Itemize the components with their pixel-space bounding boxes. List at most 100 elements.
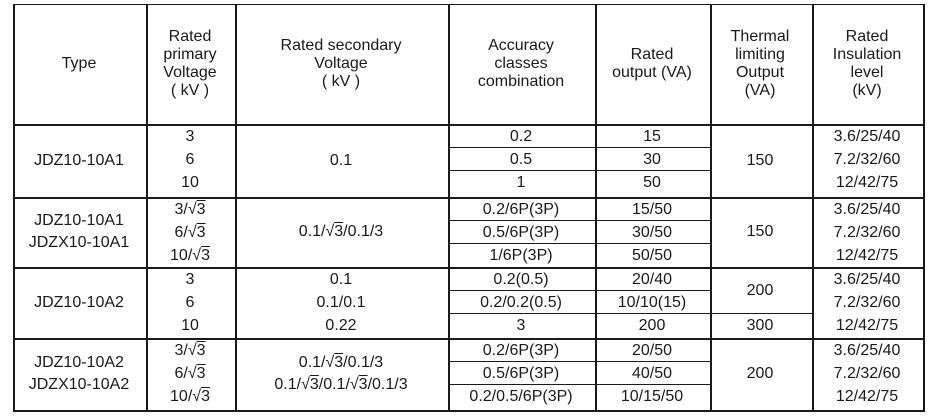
- thermal-output: 300: [746, 316, 774, 334]
- insulation-level: 12/42/75: [835, 316, 899, 334]
- insulation-level: 12/42/75: [835, 173, 899, 191]
- thermal-output: 200: [746, 365, 774, 382]
- insulation-level: 3.6/25/40: [833, 200, 901, 218]
- group-border: [13, 197, 923, 199]
- accuracy-class: 0.5: [509, 150, 533, 168]
- insulation-level: 3.6/25/40: [833, 270, 901, 288]
- sub-row-border: [448, 290, 710, 291]
- primary-voltage: 3: [185, 270, 195, 288]
- header-accuracy-line: classes: [494, 55, 548, 72]
- header-output-line: Rated: [630, 46, 674, 63]
- sqrt-radicand: 3: [196, 200, 206, 218]
- header-insulation-line: level: [850, 64, 884, 81]
- column-border: [812, 4, 814, 412]
- sub-row-border: [710, 313, 812, 314]
- insulation-level: 12/42/75: [835, 246, 899, 264]
- accuracy-class: 0.2/6P(3P): [482, 200, 560, 218]
- text-part: /0.1/: [318, 376, 350, 393]
- column-border: [595, 4, 597, 412]
- accuracy-class: 1/6P(3P): [489, 246, 553, 264]
- accuracy-class: 3: [516, 316, 526, 334]
- secondary-voltage: 0.22: [325, 316, 357, 334]
- header-insulation-line: (kV): [852, 82, 882, 99]
- rated-output: 20/40: [631, 270, 673, 288]
- primary-voltage: 10/√3: [170, 388, 210, 406]
- header-insulation: Rated Insulation level (kV): [833, 28, 902, 100]
- secondary-voltage: 0.1: [329, 151, 353, 169]
- header-primary-voltage-line: Rated: [168, 28, 212, 45]
- secondary-voltage: 0.1/√3/0.1/√3/0.1/3: [274, 376, 407, 394]
- sqrt-symbol: √: [192, 387, 202, 405]
- sqrt-symbol: √: [325, 223, 335, 240]
- type-label: JDZ10-10A2: [34, 354, 124, 371]
- text-part: 0.1/: [274, 376, 302, 393]
- text-part: 3/: [174, 341, 188, 359]
- text-part: 6/: [174, 223, 188, 241]
- accuracy-class: 1: [516, 173, 526, 191]
- header-thermal-line: limiting: [735, 46, 785, 63]
- insulation-level: 7.2/32/60: [833, 223, 901, 241]
- sqrt-symbol: √: [325, 354, 335, 371]
- sqrt-radicand: 3: [358, 376, 368, 393]
- header-accuracy-line: Accuracy: [488, 37, 554, 54]
- header-secondary-voltage-line: Rated secondary: [280, 37, 402, 54]
- type-label: JDZ10-10A1: [34, 212, 124, 229]
- primary-voltage: 3/√3: [174, 342, 205, 360]
- rated-output: 20/50: [631, 341, 673, 359]
- primary-voltage: 10/√3: [170, 247, 210, 265]
- header-thermal-line: Thermal: [730, 28, 790, 45]
- insulation-level: 3.6/25/40: [833, 341, 901, 359]
- header-output-line: output (VA): [612, 64, 692, 81]
- sqrt-radicand: 3: [196, 223, 206, 241]
- sqrt-radicand: 3: [334, 354, 344, 371]
- accuracy-class: 0.2/6P(3P): [482, 341, 560, 359]
- column-border: [146, 4, 148, 412]
- rated-output: 15: [643, 127, 661, 145]
- insulation-level: 7.2/32/60: [833, 293, 901, 311]
- accuracy-class: 0.5/6P(3P): [482, 364, 560, 382]
- sqrt-symbol: √: [187, 200, 197, 218]
- rated-output: 40/50: [631, 364, 673, 382]
- text-part: /0.1/3: [343, 354, 384, 371]
- rated-output: 10/15/50: [620, 387, 684, 405]
- insulation-level: 3.6/25/40: [833, 127, 901, 145]
- header-insulation-line: Rated: [845, 28, 889, 45]
- sqrt-radicand: 3: [201, 246, 210, 264]
- insulation-level: 12/42/75: [835, 387, 899, 405]
- header-bottom-border: [13, 124, 923, 126]
- rated-output: 15/50: [631, 200, 673, 218]
- accuracy-class: 0.2: [509, 127, 533, 145]
- thermal-output: 150: [746, 223, 774, 240]
- header-primary-voltage-line: Voltage: [163, 64, 217, 81]
- primary-voltage: 6/√3: [174, 224, 205, 242]
- header-thermal: Thermal limiting Output (VA): [731, 28, 790, 100]
- primary-voltage: 10: [181, 316, 199, 334]
- column-border: [923, 4, 925, 412]
- type-label: JDZX10-10A1: [28, 234, 130, 251]
- secondary-voltage: 0.1/√3/0.1/3: [299, 354, 383, 372]
- text-part: 0.1/: [298, 223, 326, 240]
- text-part: /0.1/3: [367, 376, 408, 393]
- insulation-level: 7.2/32/60: [833, 150, 901, 168]
- primary-voltage: 10: [181, 173, 199, 191]
- sqrt-radicand: 3: [334, 223, 344, 240]
- sub-row-border: [448, 243, 710, 244]
- sub-row-border: [448, 220, 710, 221]
- header-accuracy: Accuracy classes combination: [478, 37, 564, 91]
- group-border: [13, 338, 923, 340]
- text-part: 3/: [174, 200, 188, 218]
- sqrt-radicand: 3: [196, 364, 206, 382]
- thermal-output: 200: [746, 282, 774, 299]
- header-secondary-voltage-line: ( kV ): [321, 73, 361, 90]
- insulation-level: 7.2/32/60: [833, 364, 901, 382]
- header-secondary-voltage: Rated secondary Voltage( kV ): [281, 37, 402, 91]
- sub-row-border: [448, 384, 710, 385]
- secondary-voltage: 0.1/0.1: [316, 293, 366, 311]
- thermal-output: 150: [746, 151, 774, 169]
- primary-voltage: 6/√3: [174, 365, 205, 383]
- accuracy-class: 0.2/0.2(0.5): [480, 293, 562, 311]
- type-label: JDZ10-10A2: [34, 293, 124, 311]
- column-border: [710, 4, 712, 412]
- rated-output: 200: [638, 316, 666, 334]
- header-type-line: Type: [61, 55, 97, 72]
